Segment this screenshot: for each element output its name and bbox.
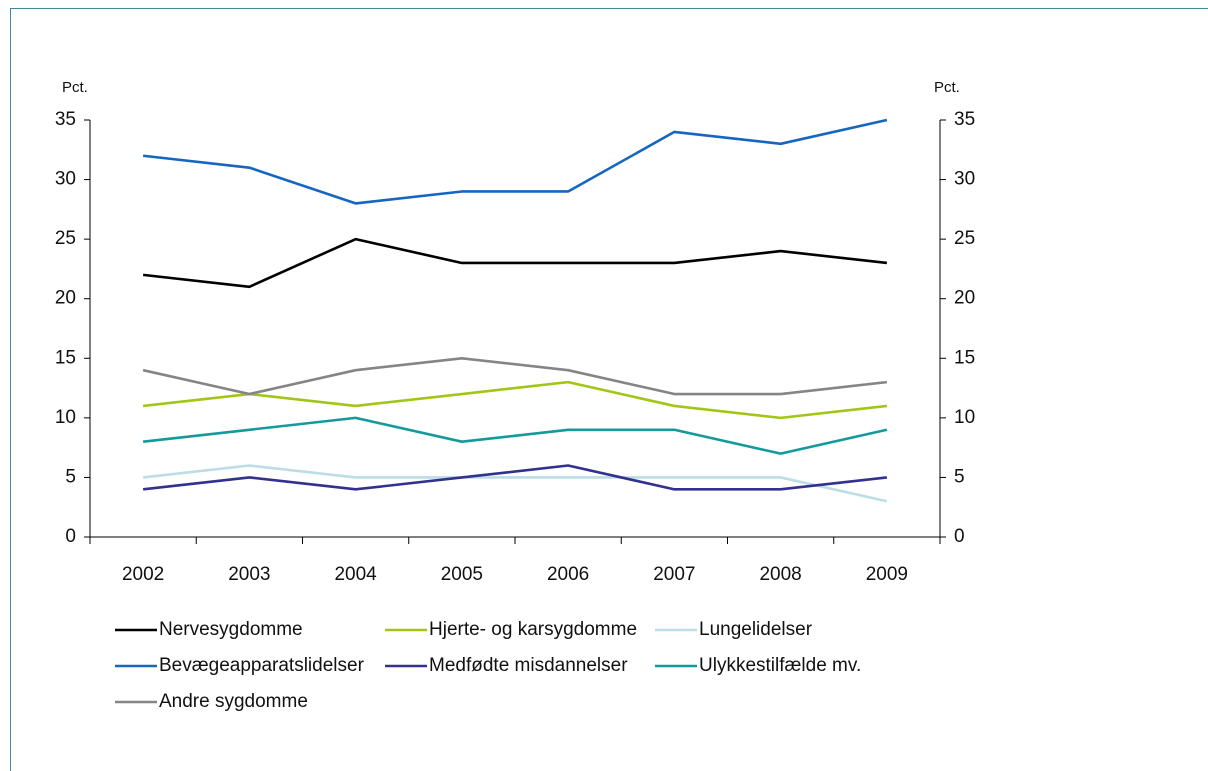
y-tick-label: 35 bbox=[55, 109, 76, 130]
series-line bbox=[142, 464, 888, 503]
y-tick-label: 0 bbox=[65, 526, 76, 547]
y-tick-label: 10 bbox=[55, 407, 76, 428]
legend-label: Hjerte- og karsygdomme bbox=[429, 619, 637, 640]
x-tick-label: 2002 bbox=[122, 564, 164, 585]
x-tick-label: 2008 bbox=[759, 564, 801, 585]
y2-tick-label: 5 bbox=[954, 466, 965, 487]
y2-tick-label: 15 bbox=[954, 347, 975, 368]
y-tick-label: 15 bbox=[55, 347, 76, 368]
legend-label: Lungelidelser bbox=[699, 619, 813, 640]
y2-tick-label: 10 bbox=[954, 407, 975, 428]
x-tick-label: 2006 bbox=[547, 564, 589, 585]
x-tick-label: 2009 bbox=[866, 564, 908, 585]
y-tick-label: 20 bbox=[55, 288, 76, 309]
y2-tick-label: 20 bbox=[954, 288, 975, 309]
y2-tick-label: 30 bbox=[954, 169, 975, 190]
y-tick-label: 25 bbox=[55, 228, 76, 249]
y2-tick-label: 35 bbox=[954, 109, 975, 130]
x-tick-label: 2007 bbox=[653, 564, 695, 585]
legend-label: Bevægeapparatslidelser bbox=[159, 655, 365, 676]
series-line bbox=[142, 118, 888, 205]
y2-axis-label: Pct. bbox=[934, 79, 960, 96]
frame bbox=[10, 8, 1208, 771]
legend-label: Nervesygdomme bbox=[159, 619, 303, 640]
x-tick-label: 2005 bbox=[441, 564, 483, 585]
legend-label: Medfødte misdannelser bbox=[429, 655, 628, 676]
legend-label: Andre sygdomme bbox=[159, 691, 308, 712]
series-line bbox=[142, 237, 888, 289]
series-line bbox=[142, 416, 888, 455]
series-line bbox=[142, 464, 888, 491]
series-line bbox=[142, 380, 888, 420]
x-tick-label: 2004 bbox=[334, 564, 377, 585]
y2-tick-label: 0 bbox=[954, 526, 965, 547]
y2-tick-label: 25 bbox=[954, 228, 975, 249]
series-line bbox=[142, 356, 888, 396]
x-tick-label: 2003 bbox=[228, 564, 270, 585]
y-axis-label: Pct. bbox=[62, 79, 88, 96]
y-tick-label: 5 bbox=[65, 466, 76, 487]
legend-label: Ulykkestilfælde mv. bbox=[699, 655, 861, 676]
y-tick-label: 30 bbox=[55, 169, 76, 190]
